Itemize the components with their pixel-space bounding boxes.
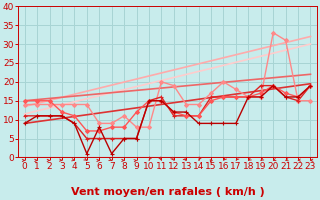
X-axis label: Vent moyen/en rafales ( km/h ): Vent moyen/en rafales ( km/h ) <box>71 187 264 197</box>
